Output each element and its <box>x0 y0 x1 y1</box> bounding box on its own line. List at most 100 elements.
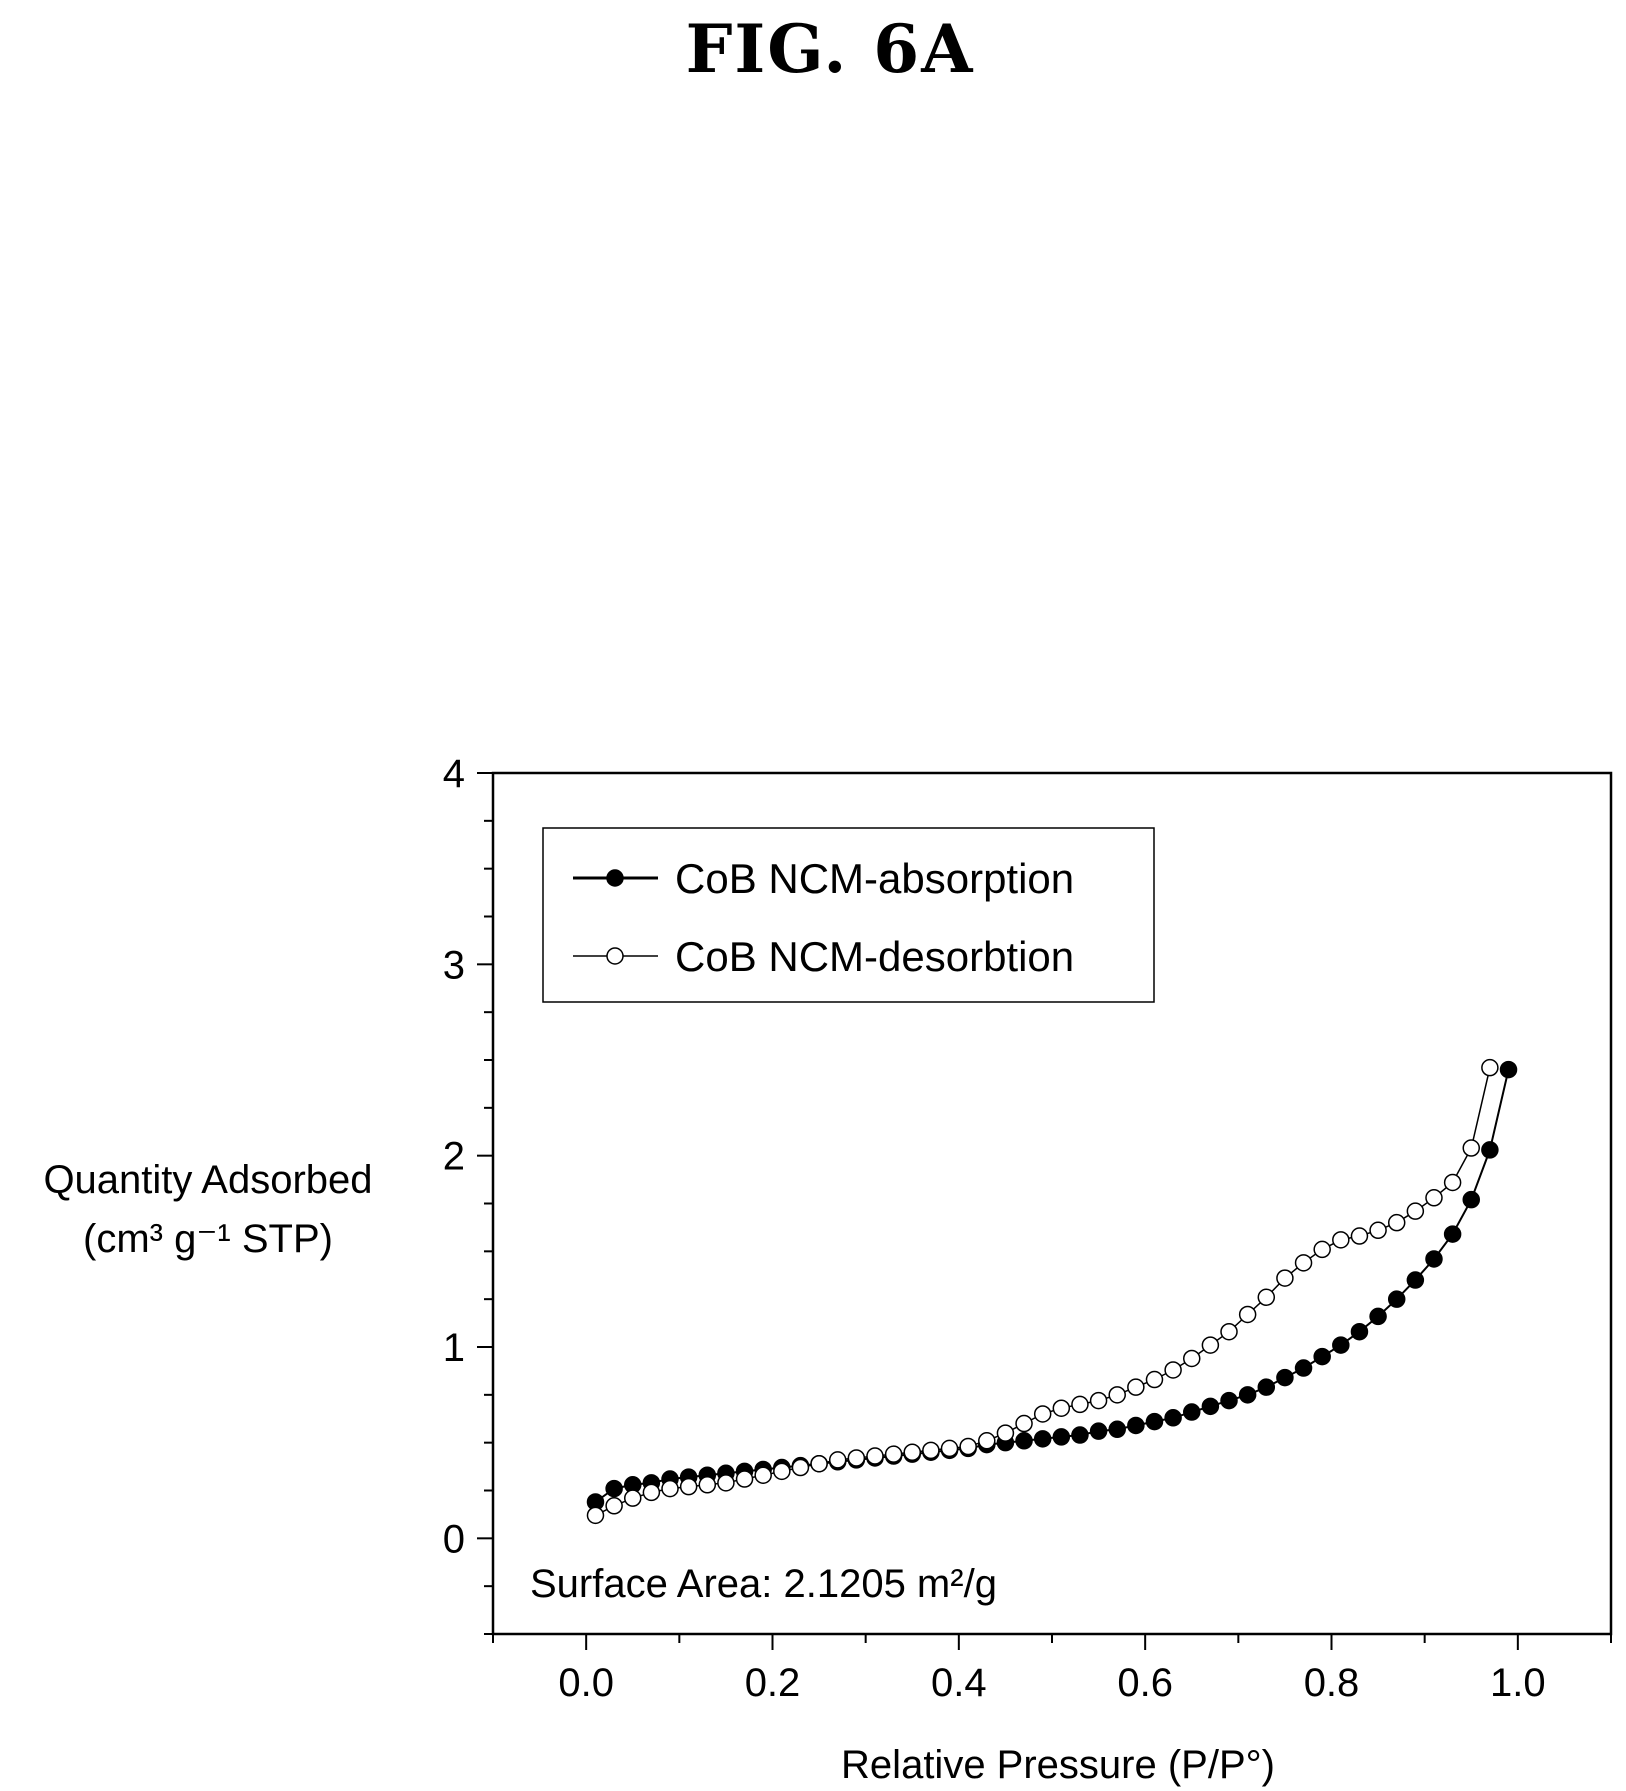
data-point-absorption <box>1052 1428 1071 1446</box>
data-point-desorbtion <box>717 1474 735 1492</box>
legend-label-desorbtion: CoB NCM-desorbtion <box>675 933 1074 980</box>
data-point-desorbtion <box>810 1454 828 1473</box>
x-axis-label: Relative Pressure (P/P°) <box>841 1743 1275 1787</box>
data-point-desorbtion <box>1332 1231 1350 1249</box>
data-point-absorption <box>1332 1336 1350 1354</box>
data-point-desorbtion <box>624 1489 642 1507</box>
data-point-desorbtion <box>698 1476 717 1494</box>
data-point-desorbtion <box>1015 1414 1033 1433</box>
data-point-absorption <box>1294 1359 1313 1377</box>
data-point-desorbtion <box>903 1443 921 1461</box>
data-point-desorbtion <box>1220 1322 1238 1341</box>
data-point-absorption <box>1443 1225 1462 1243</box>
data-point-desorbtion <box>828 1451 847 1469</box>
data-point-desorbtion <box>1052 1399 1071 1417</box>
y-tick-label: 3 <box>443 943 465 987</box>
data-point-desorbtion <box>884 1445 903 1463</box>
data-point-desorbtion <box>642 1483 661 1502</box>
data-point-desorbtion <box>1276 1269 1294 1287</box>
surface-area-annotation: Surface Area: 2.1205 m²/g <box>530 1562 997 1606</box>
y-axis-label-line2: (cm³ g⁻¹ STP) <box>83 1217 333 1261</box>
data-point-desorbtion <box>1387 1213 1406 1232</box>
y-tick-label: 4 <box>443 752 465 796</box>
data-point-desorbtion <box>791 1458 810 1477</box>
data-point-desorbtion <box>1071 1395 1089 1414</box>
data-point-absorption <box>1015 1432 1033 1450</box>
data-point-desorbtion <box>996 1424 1015 1442</box>
data-point-desorbtion <box>1238 1305 1257 1324</box>
data-point-absorption <box>1481 1141 1499 1159</box>
data-point-desorbtion <box>1425 1189 1443 1207</box>
data-point-absorption <box>1369 1307 1387 1326</box>
data-point-absorption <box>1071 1426 1089 1444</box>
data-point-absorption <box>1406 1271 1425 1289</box>
data-point-absorption <box>1220 1391 1238 1410</box>
x-tick-label: 0.0 <box>558 1661 614 1705</box>
data-point-desorbtion <box>1127 1378 1145 1396</box>
data-point-absorption <box>1499 1060 1518 1079</box>
data-point-desorbtion <box>1257 1288 1276 1307</box>
tick-labels-layer: 0.0 0.2 0.4 0.6 0.8 1.0 0 1 2 3 4 <box>443 752 1546 1705</box>
data-point-desorbtion <box>866 1447 884 1465</box>
y-tick-label: 2 <box>443 1135 465 1179</box>
data-point-desorbtion <box>735 1470 754 1488</box>
data-point-absorption <box>1183 1403 1201 1421</box>
data-point-desorbtion <box>940 1439 959 1458</box>
figure-title: FIG. 6A <box>685 10 975 88</box>
data-point-desorbtion <box>1313 1240 1331 1259</box>
legend-label-absorption: CoB NCM-absorption <box>675 855 1074 902</box>
y-tick-label: 1 <box>443 1326 465 1370</box>
series-layer <box>586 1058 1518 1525</box>
data-point-desorbtion <box>1033 1405 1052 1423</box>
series-line-absorption <box>594 1069 1510 1503</box>
data-point-absorption <box>1033 1430 1052 1448</box>
ticks-layer <box>477 772 1612 1650</box>
data-point-absorption <box>1164 1409 1182 1427</box>
data-point-desorbtion <box>1108 1386 1126 1404</box>
series-line-desorbtion <box>595 1067 1491 1517</box>
data-point-desorbtion <box>1164 1361 1182 1379</box>
x-tick-label: 1.0 <box>1490 1661 1546 1705</box>
data-point-desorbtion <box>959 1437 977 1456</box>
data-point-absorption <box>1127 1416 1145 1435</box>
data-point-desorbtion <box>1294 1254 1313 1272</box>
data-point-desorbtion <box>1481 1058 1499 1077</box>
x-tick-label: 0.8 <box>1304 1661 1360 1705</box>
data-point-absorption <box>1238 1386 1257 1404</box>
x-tick-label: 0.6 <box>1117 1661 1173 1705</box>
data-point-absorption <box>1089 1422 1108 1440</box>
data-point-desorbtion <box>1443 1173 1462 1192</box>
data-point-desorbtion <box>1350 1227 1369 1245</box>
data-point-desorbtion <box>1183 1349 1201 1368</box>
x-tick-label: 0.4 <box>931 1661 987 1705</box>
data-point-absorption <box>1257 1378 1276 1396</box>
data-point-absorption <box>1387 1290 1406 1308</box>
data-point-desorbtion <box>679 1477 698 1496</box>
data-point-desorbtion <box>773 1462 791 1481</box>
data-point-desorbtion <box>1145 1370 1164 1389</box>
data-point-absorption <box>1462 1190 1480 1209</box>
legend-box <box>542 827 1155 1003</box>
data-point-desorbtion <box>586 1506 605 1525</box>
data-point-desorbtion <box>661 1479 679 1498</box>
data-point-desorbtion <box>754 1466 772 1484</box>
data-point-absorption <box>1425 1250 1443 1268</box>
data-point-desorbtion <box>847 1449 866 1467</box>
data-point-absorption <box>1145 1412 1164 1431</box>
data-point-desorbtion <box>605 1497 623 1515</box>
data-point-absorption <box>1313 1347 1331 1366</box>
data-point-absorption <box>1276 1368 1294 1387</box>
data-point-absorption <box>1201 1397 1220 1416</box>
data-point-desorbtion <box>1462 1139 1480 1157</box>
data-point-desorbtion <box>978 1432 996 1450</box>
data-point-absorption <box>605 1479 623 1498</box>
data-point-desorbtion <box>1369 1221 1387 1240</box>
y-axis-label-line1: Quantity Adsorbed <box>43 1158 372 1202</box>
data-point-absorption <box>1350 1322 1369 1341</box>
data-point-desorbtion <box>1201 1336 1220 1354</box>
plot-frame <box>491 771 1613 1636</box>
legend: CoB NCM-absorption CoB NCM-desorbtion <box>542 827 1155 1003</box>
data-point-desorbtion <box>1089 1391 1108 1410</box>
data-point-desorbtion <box>922 1441 940 1460</box>
